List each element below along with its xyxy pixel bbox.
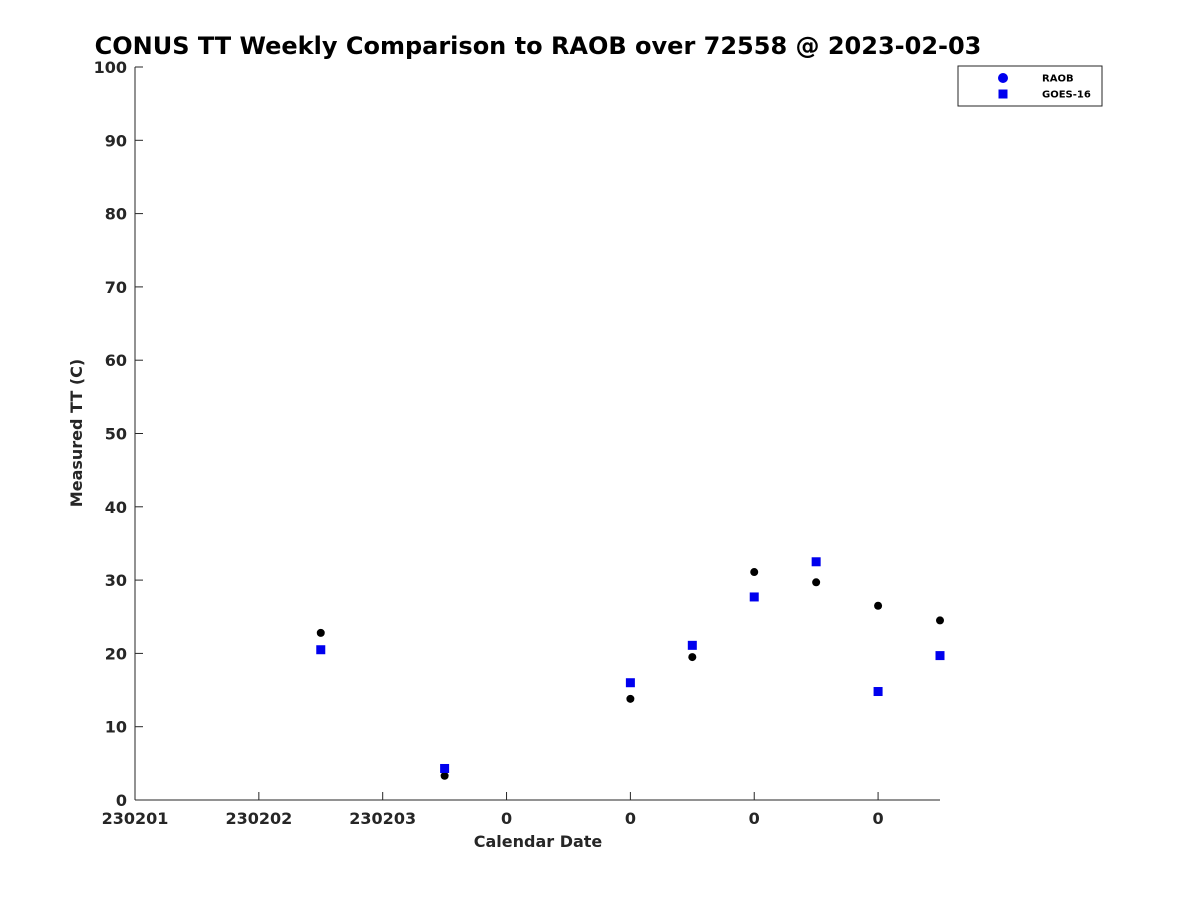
legend-marker-raob bbox=[998, 73, 1008, 83]
y-tick-label: 90 bbox=[105, 131, 127, 150]
y-tick-label: 20 bbox=[105, 644, 127, 663]
goes-16-point bbox=[687, 640, 697, 650]
goes-16-point bbox=[873, 687, 883, 697]
raob-point bbox=[936, 616, 944, 625]
goes-16-point bbox=[935, 651, 945, 661]
y-tick-label: 70 bbox=[105, 278, 127, 297]
x-tick-label: 0 bbox=[749, 809, 760, 828]
x-tick-label: 230201 bbox=[102, 809, 169, 828]
goes-16-point bbox=[440, 763, 450, 773]
x-ticks: 230201 230202 230203 0 0 0 0 bbox=[102, 792, 884, 828]
raob-point bbox=[440, 771, 449, 780]
raob-point bbox=[874, 601, 883, 610]
y-tick-label: 100 bbox=[94, 58, 127, 77]
legend: RAOB GOES-16 bbox=[957, 65, 1103, 107]
x-tick-label: 0 bbox=[501, 809, 512, 828]
legend-label-goes-16: GOES-16 bbox=[1042, 90, 1091, 101]
y-tick-label: 40 bbox=[105, 498, 127, 517]
x-tick-label: 230202 bbox=[225, 809, 292, 828]
y-axis-title: Measured TT (C) bbox=[67, 359, 86, 507]
goes-16-point bbox=[316, 645, 326, 655]
x-axis-title: Calendar Date bbox=[474, 832, 603, 851]
legend-label-raob: RAOB bbox=[1042, 74, 1074, 85]
y-tick-label: 60 bbox=[105, 351, 127, 370]
y-tick-label: 80 bbox=[105, 205, 127, 224]
raob-point bbox=[812, 578, 821, 587]
y-tick-label: 0 bbox=[116, 791, 127, 810]
goes-16-point bbox=[749, 592, 759, 602]
goes-16-point bbox=[625, 678, 635, 688]
raob-point bbox=[688, 653, 697, 662]
legend-items: RAOB GOES-16 bbox=[998, 73, 1091, 101]
raob-point bbox=[750, 568, 759, 577]
legend-box bbox=[957, 65, 1103, 107]
goes-16-point bbox=[811, 557, 821, 567]
raob-point bbox=[316, 628, 325, 637]
axes bbox=[134, 67, 940, 801]
legend-marker-goes-16 bbox=[998, 89, 1008, 99]
x-tick-label: 0 bbox=[625, 809, 636, 828]
y-tick-label: 10 bbox=[105, 718, 127, 737]
chart-title: CONUS TT Weekly Comparison to RAOB over … bbox=[95, 32, 982, 60]
x-tick-label: 230203 bbox=[349, 809, 416, 828]
y-tick-label: 30 bbox=[105, 571, 127, 590]
y-ticks: 0 10 20 30 40 50 60 70 80 90 100 bbox=[94, 58, 143, 810]
plot-marks bbox=[316, 557, 945, 780]
y-tick-label: 50 bbox=[105, 425, 127, 444]
raob-point bbox=[626, 694, 635, 703]
x-tick-label: 0 bbox=[873, 809, 884, 828]
